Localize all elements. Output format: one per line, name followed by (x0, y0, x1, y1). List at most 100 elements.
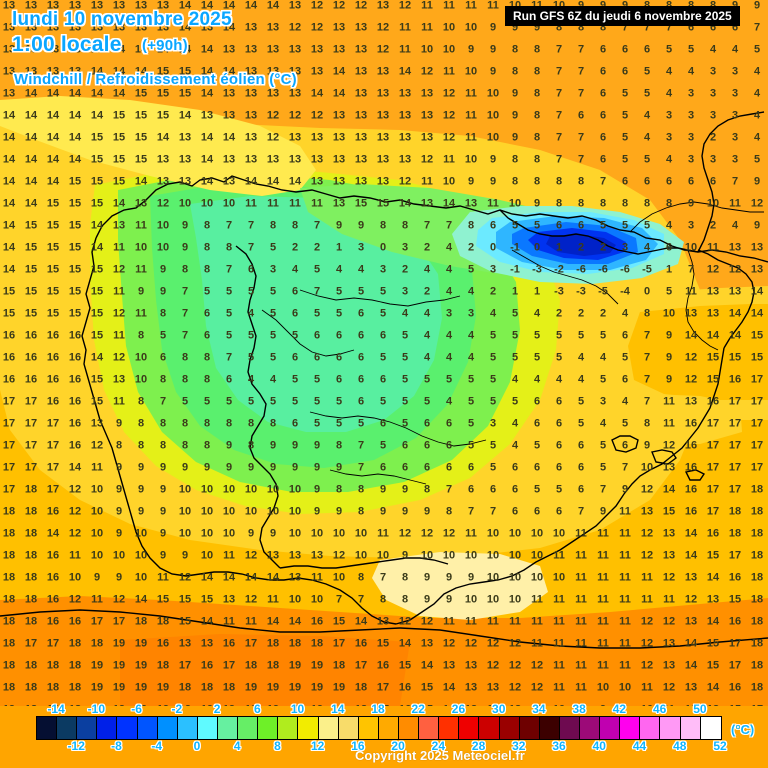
grid-value: 8 (578, 22, 584, 34)
grid-value: 5 (292, 374, 298, 386)
legend-swatch[interactable] (459, 717, 480, 739)
grid-value: 9 (754, 0, 760, 12)
grid-value: 17 (355, 660, 367, 672)
grid-value: 15 (157, 88, 169, 100)
legend-swatch[interactable] (559, 717, 580, 739)
grid-value: 18 (91, 638, 103, 650)
grid-value: 6 (644, 44, 650, 56)
legend-swatch[interactable] (640, 717, 661, 739)
band-east-warm2 (628, 304, 768, 400)
grid-value: 13 (355, 88, 367, 100)
legend-swatch[interactable] (519, 717, 540, 739)
grid-value: 12 (509, 638, 521, 650)
color-scale-legend: (°C) -14 -10 -6 -2 2 6 10 14 18 22 26 30 34 38 42 46 50-… (0, 702, 768, 768)
grid-value: 19 (135, 638, 147, 650)
grid-value: 13 (3, 88, 15, 100)
grid-value: 13 (685, 616, 697, 628)
legend-swatch[interactable] (57, 717, 78, 739)
legend-swatch[interactable] (499, 717, 520, 739)
legend-swatch[interactable] (358, 717, 379, 739)
grid-value: 10 (465, 154, 477, 166)
grid-value: 5 (622, 418, 628, 430)
legend-swatch[interactable] (378, 717, 399, 739)
color-scale-bar[interactable] (36, 716, 722, 740)
grid-value: 15 (69, 286, 81, 298)
grid-value: 6 (402, 462, 408, 474)
grid-value: 8 (204, 374, 210, 386)
grid-value: 15 (663, 506, 675, 518)
grid-value: 8 (644, 0, 650, 12)
legend-swatch[interactable] (660, 717, 681, 739)
grid-value: 9 (182, 550, 188, 562)
legend-swatch[interactable] (37, 717, 58, 739)
grid-value: 8 (600, 198, 606, 210)
legend-swatch[interactable] (579, 717, 601, 739)
legend-swatch[interactable] (298, 717, 319, 739)
legend-swatch[interactable] (137, 717, 158, 739)
grid-value: 18 (751, 484, 763, 496)
legend-swatch[interactable] (439, 717, 460, 739)
grid-value: 8 (226, 242, 232, 254)
legend-swatch[interactable] (117, 717, 138, 739)
grid-value: 10 (223, 528, 235, 540)
grid-value: 8 (204, 242, 210, 254)
grid-value: 14 (25, 198, 37, 210)
legend-swatch[interactable] (238, 717, 259, 739)
grid-value: 11 (663, 594, 675, 606)
grid-value: 15 (421, 704, 433, 706)
legend-swatch[interactable] (318, 717, 339, 739)
grid-value: 19 (289, 660, 301, 672)
grid-value: 10 (135, 242, 147, 254)
grid-value: 13 (289, 550, 301, 562)
legend-swatch[interactable] (539, 717, 560, 739)
legend-swatch[interactable] (419, 717, 440, 739)
grid-value: 4 (446, 264, 452, 276)
grid-value: 9 (160, 550, 166, 562)
grid-value: 9 (424, 572, 430, 584)
grid-value: 13 (157, 0, 169, 12)
grid-value: 6 (600, 154, 606, 166)
legend-swatch[interactable] (700, 717, 721, 739)
grid-value: 7 (578, 66, 584, 78)
grid-value: 9 (754, 220, 760, 232)
legend-swatch[interactable] (680, 717, 701, 739)
grid-value: 2 (578, 242, 584, 254)
grid-value: 7 (644, 374, 650, 386)
legend-swatch[interactable] (197, 717, 218, 739)
grid-value: 6 (578, 462, 584, 474)
legend-swatch[interactable] (600, 717, 621, 739)
grid-value: 12 (443, 132, 455, 144)
grid-value: 3 (710, 88, 716, 100)
legend-swatch[interactable] (479, 717, 500, 739)
legend-tick-upper: 38 (572, 702, 585, 716)
grid-value: 6 (688, 22, 694, 34)
grid-value: 7 (358, 440, 364, 452)
grid-value: 18 (157, 660, 169, 672)
grid-value: 10 (135, 528, 147, 540)
legend-swatch[interactable] (258, 717, 279, 739)
grid-value: 11 (465, 110, 477, 122)
grid-value: 13 (751, 264, 763, 276)
grid-value: 14 (3, 176, 15, 188)
grid-value: 7 (556, 132, 562, 144)
grid-value: 11 (553, 616, 565, 628)
legend-swatch[interactable] (77, 717, 98, 739)
grid-value: 11 (641, 682, 653, 694)
grid-value: 14 (245, 176, 257, 188)
legend-swatch[interactable] (398, 717, 420, 739)
grid-value: 4 (754, 110, 760, 122)
legend-swatch[interactable] (177, 717, 198, 739)
legend-swatch[interactable] (338, 717, 359, 739)
forecast-map[interactable]: 13 13 13 13 13 13 13 13 14 14 14 14 14 13 12 12 12 13 12 11… (0, 0, 768, 706)
grid-value: 11 (597, 594, 609, 606)
grid-value: 9 (160, 528, 166, 540)
legend-swatch[interactable] (278, 717, 299, 739)
grid-value: 14 (201, 0, 213, 12)
legend-swatch[interactable] (620, 717, 641, 739)
grid-value: 11 (619, 506, 631, 518)
legend-swatch[interactable] (157, 717, 178, 739)
legend-swatch[interactable] (97, 717, 118, 739)
legend-swatch[interactable] (217, 717, 239, 739)
grid-value: 6 (424, 462, 430, 474)
forecast-leadtime-label: (+90h) (142, 37, 188, 54)
